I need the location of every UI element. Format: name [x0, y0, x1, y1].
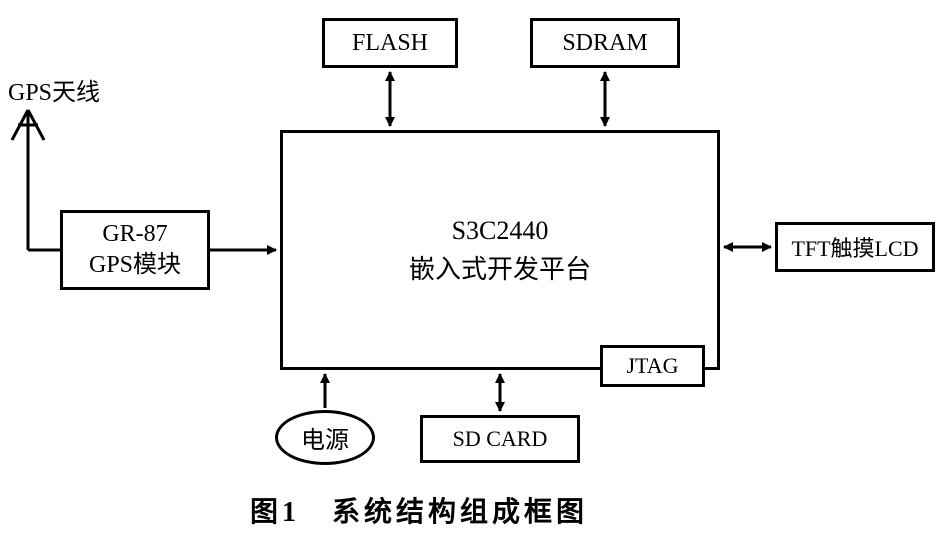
cpu-line1: S3C2440 — [409, 211, 591, 250]
power-ellipse: 电源 — [275, 410, 375, 465]
antenna-icon — [12, 110, 44, 250]
antenna-label: GPS天线 — [8, 72, 100, 107]
lcd-box: TFT触摸LCD — [775, 222, 935, 272]
gps-module-line1: GR-87 — [89, 219, 181, 250]
jtag-box: JTAG — [600, 345, 705, 387]
gps-module-line2: GPS模块 — [89, 250, 181, 281]
gps-module-box: GR-87 GPS模块 — [60, 210, 210, 290]
figure-caption: 图1 系统结构组成框图 — [250, 490, 588, 530]
flash-box: FLASH — [322, 18, 458, 68]
cpu-box: S3C2440 嵌入式开发平台 — [280, 130, 720, 370]
sdram-box: SDRAM — [530, 18, 680, 68]
cpu-line2: 嵌入式开发平台 — [409, 250, 591, 289]
sdcard-box: SD CARD — [420, 415, 580, 463]
